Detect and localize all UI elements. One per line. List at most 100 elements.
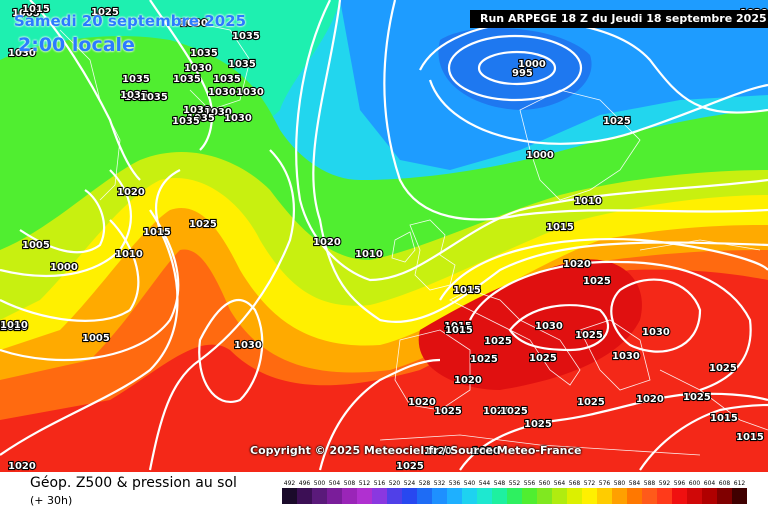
isobar-label: 1030 [183,105,211,116]
isobar-label: 1025 [500,406,528,417]
isobar-label: 1025 [709,363,737,374]
isobar-label: 1030 [204,107,232,118]
scale-step-label: 592 [658,480,671,487]
scale-step: 584 [627,479,642,504]
scale-step: 532 [432,479,447,504]
isobar-label: 1000 [50,262,78,273]
scale-step-swatch [627,488,642,504]
scale-step: 548 [492,479,507,504]
z500-band-low-core [438,28,592,110]
forecast-time: 2:00 locale [18,34,135,56]
scale-step-label: 544 [478,480,491,487]
scale-step-label: 612 [733,480,746,487]
scale-step: 608 [717,479,732,504]
scale-step-label: 548 [493,480,506,487]
scale-step-label: 572 [583,480,596,487]
isobar-label: 1035 [228,59,256,70]
scale-step: 540 [462,479,477,504]
scale-step-label: 520 [388,480,401,487]
scale-step-swatch [717,488,732,504]
scale-step-swatch [582,488,597,504]
scale-step-swatch [417,488,432,504]
isobar-label: 1025 [470,354,498,365]
scale-step-swatch [492,488,507,504]
scale-step-swatch [567,488,582,504]
isobar-label: 1010 [0,320,28,331]
isobar-label: 1025 [529,353,557,364]
scale-step: 556 [522,479,537,504]
scale-step: 592 [657,479,672,504]
scale-step-swatch [537,488,552,504]
scale-step-swatch [657,488,672,504]
scale-step: 524 [402,479,417,504]
scale-step-swatch [702,488,717,504]
isobar-label: 1025 [583,276,611,287]
isobar-1000-north [428,79,768,145]
scale-step-label: 600 [688,480,701,487]
scale-step: 568 [567,479,582,504]
isobar-label: 1020 [472,446,500,457]
scale-step-label: 596 [673,480,686,487]
isobar-label: 1035 [187,113,215,124]
scale-step-swatch [402,488,417,504]
scale-step: 580 [612,479,627,504]
isobar-label: 1020 [483,406,511,417]
isobar-label: 1030 [224,113,252,124]
isobar-label: 1035 [172,116,200,127]
isobar-label: 1025 [577,397,605,408]
legend-bar: Géop. Z500 & pression au sol (+ 30h) 492… [0,472,768,512]
legend-subtitle: (+ 30h) [30,494,73,507]
isobar-1020-south [459,392,768,471]
isobar-label: 1015 [445,325,473,336]
scale-step-label: 552 [508,480,521,487]
isobar-label: 1020 [0,322,28,333]
scale-step-label: 580 [613,480,626,487]
scale-step-swatch [342,488,357,504]
scale-step: 500 [312,479,327,504]
scale-step-swatch [327,488,342,504]
isobar-label: 1030 [535,321,563,332]
scale-step-label: 496 [298,480,311,487]
scale-step-swatch [522,488,537,504]
scale-step-label: 528 [418,480,431,487]
scale-step: 612 [732,479,747,504]
scale-step-label: 556 [523,480,536,487]
run-info-banner: Run ARPEGE 18 Z du Jeudi 18 septembre 20… [470,10,768,28]
scale-step: 600 [687,479,702,504]
scale-step: 512 [357,479,372,504]
scale-step-label: 560 [538,480,551,487]
isobar-label: 1025 [189,219,217,230]
isobar-1030-high [198,299,264,403]
isobar-label: 1010 [355,249,383,260]
isobar-label: 1000 [526,150,554,161]
scale-step-swatch [687,488,702,504]
scale-step-swatch [312,488,327,504]
scale-step-swatch [507,488,522,504]
scale-step-label: 576 [598,480,611,487]
isobar-label: 1020 [313,237,341,248]
scale-step-swatch [447,488,462,504]
isobar-label: 1035 [120,90,148,101]
scale-step: 576 [597,479,612,504]
scale-step-label: 608 [718,480,731,487]
scale-step: 572 [582,479,597,504]
isobar-label: 1015 [453,285,481,296]
isobar-1010-atl [295,0,768,282]
isobar-label: 1015 [444,321,472,332]
scale-step-label: 584 [628,480,641,487]
isobar-1020-europe [439,237,768,301]
scale-step-label: 604 [703,480,716,487]
scale-step-label: 524 [403,480,416,487]
scale-step: 496 [297,479,312,504]
isobar-1005-north [419,20,768,114]
scale-step-swatch [387,488,402,504]
z500-band-dark-red [418,259,642,390]
scale-step: 520 [387,479,402,504]
isobar-label: 1020 [636,394,664,405]
isobar-1005-west [0,219,140,322]
isobar-label: 1020 [424,446,452,457]
scale-step: 564 [552,479,567,504]
scale-step-swatch [432,488,447,504]
